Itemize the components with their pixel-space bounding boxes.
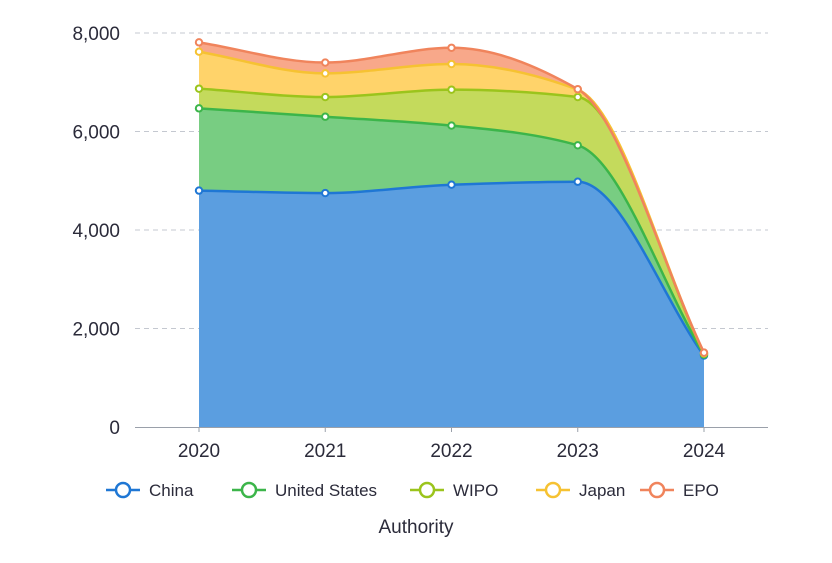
legend-marker [420, 483, 434, 497]
data-point[interactable] [196, 49, 202, 55]
legend[interactable]: China United States WIPO Japan EPO [106, 481, 719, 500]
legend-marker [116, 483, 130, 497]
x-tick-label: 2023 [557, 441, 599, 462]
y-tick-label: 0 [109, 418, 120, 439]
data-point[interactable] [448, 181, 454, 187]
data-point[interactable] [448, 45, 454, 51]
legend-item-japan[interactable]: Japan [536, 481, 625, 500]
legend-label: WIPO [453, 481, 498, 500]
data-point[interactable] [701, 349, 707, 355]
data-point[interactable] [448, 61, 454, 67]
legend-item-united-states[interactable]: United States [232, 481, 377, 500]
data-point[interactable] [575, 179, 581, 185]
data-point[interactable] [322, 59, 328, 65]
y-tick-label: 2,000 [72, 320, 120, 341]
x-tick-label: 2020 [178, 441, 220, 462]
legend-marker [242, 483, 256, 497]
legend-marker [546, 483, 560, 497]
data-point[interactable] [575, 142, 581, 148]
data-point[interactable] [196, 187, 202, 193]
y-tick-label: 6,000 [72, 123, 120, 144]
y-tick-label: 8,000 [72, 24, 120, 45]
legend-item-epo[interactable]: EPO [640, 481, 719, 500]
legend-marker [650, 483, 664, 497]
legend-label: China [149, 481, 194, 500]
stacked-area-chart: 0 2,000 4,000 6,000 8,000 2020 2021 2022 2023 202… [0, 0, 832, 558]
data-point[interactable] [448, 86, 454, 92]
chart: 0 2,000 4,000 6,000 8,000 2020 2021 2022 2023 202… [0, 0, 832, 558]
legend-item-china[interactable]: China [106, 481, 194, 500]
legend-label: EPO [683, 481, 719, 500]
area-fills [199, 42, 704, 427]
data-point[interactable] [322, 190, 328, 196]
data-point[interactable] [196, 39, 202, 45]
data-point[interactable] [448, 122, 454, 128]
data-point[interactable] [575, 86, 581, 92]
legend-item-wipo[interactable]: WIPO [410, 481, 498, 500]
legend-label: United States [275, 481, 377, 500]
x-tick-label: 2022 [430, 441, 472, 462]
data-point[interactable] [196, 105, 202, 111]
data-point[interactable] [196, 85, 202, 91]
data-point[interactable] [322, 94, 328, 100]
x-tick-label: 2021 [304, 441, 346, 462]
data-point[interactable] [575, 94, 581, 100]
data-point[interactable] [322, 70, 328, 76]
legend-label: Japan [579, 481, 625, 500]
y-tick-label: 4,000 [72, 221, 120, 242]
x-axis-title: Authority [379, 517, 454, 538]
data-point[interactable] [322, 114, 328, 120]
x-tick-label: 2024 [683, 441, 726, 462]
